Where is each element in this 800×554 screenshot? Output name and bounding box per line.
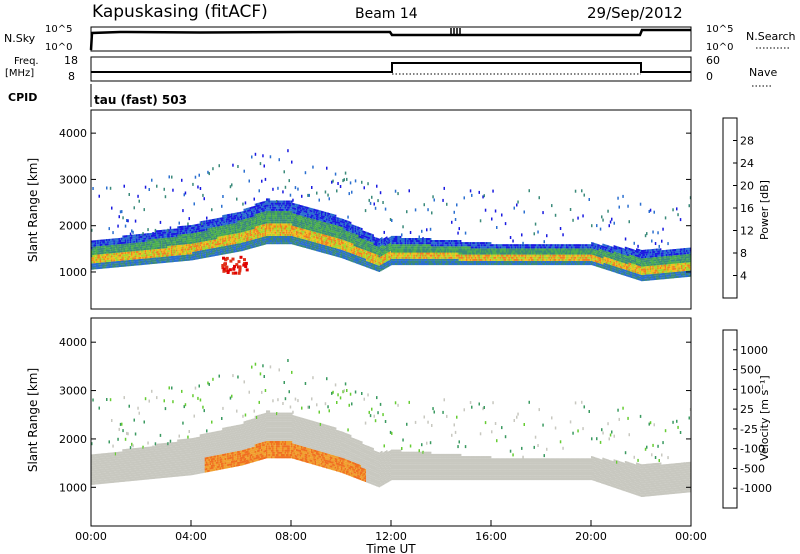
velocity-ytick-label: 2000 <box>59 433 87 446</box>
station-title: Kapuskasing (fitACF) <box>92 2 268 22</box>
noise-panel-frame <box>90 26 692 52</box>
velocity-backscatter <box>91 359 692 497</box>
velocity-colorbar: 1000 500 100 25 -25 -100 -500 -1000 <box>722 329 772 509</box>
velocity-colorbar-tick-label: -100 <box>740 443 765 456</box>
freq-tick-low: 8 <box>68 70 75 83</box>
xtick-label: 00:00 <box>675 530 707 543</box>
freq-tick-high: 18 <box>64 54 78 67</box>
xtick-label: 00:00 <box>75 530 107 543</box>
velocity-colorbar-tick-label: -500 <box>740 462 765 475</box>
xtick-label: 12:00 <box>375 530 407 543</box>
power-panel: Slant Range [km] 1000 2000 3000 4000 <box>26 109 692 310</box>
nave-tick-low: 0 <box>706 70 713 83</box>
power-colorbar-tick-label: 8 <box>740 247 747 260</box>
power-ytick-label: 3000 <box>59 173 87 186</box>
x-axis-label: Time UT <box>365 542 416 554</box>
power-backscatter <box>91 149 692 282</box>
velocity-colorbar-tick-label: -1000 <box>740 482 772 495</box>
freq-unit: [MHz] <box>5 68 34 79</box>
power-colorbar-tick-label: 4 <box>740 270 747 283</box>
velocity-ytick-label: 3000 <box>59 385 87 398</box>
power-ytick-label: 4000 <box>59 127 87 140</box>
power-colorbar-label: Power [dB] <box>758 180 771 240</box>
xtick-label: 08:00 <box>275 530 307 543</box>
power-colorbar-tick-label: 20 <box>740 180 754 193</box>
velocity-colorbar-label: Velocity [m s⁻¹] <box>758 375 771 460</box>
nsearch-series <box>450 28 461 34</box>
velocity-ytick-label: 4000 <box>59 336 87 349</box>
cpid-label: CPID <box>8 91 37 104</box>
frequency-panel-frame <box>90 56 692 82</box>
velocity-ylabel: Slant Range [km] <box>26 368 40 472</box>
cpid-text: tau (fast) 503 <box>94 93 187 107</box>
xtick-label: 20:00 <box>575 530 607 543</box>
nave-tick-high: 60 <box>706 54 720 67</box>
freq-series <box>91 62 691 73</box>
power-colorbar-tick-label: 16 <box>740 202 754 215</box>
nsky-tick-low: 10^0 <box>45 42 72 53</box>
nsearch-tick-high: 10^5 <box>706 24 733 35</box>
power-ylabel: Slant Range [km] <box>26 158 40 262</box>
nave-label: Nave <box>749 66 777 79</box>
velocity-colorbar-tick-label: 500 <box>740 364 761 377</box>
power-panel-frame <box>90 109 692 310</box>
date-label: 29/Sep/2012 <box>587 4 683 22</box>
velocity-panel: Slant Range [km] 1000 2000 3000 4000 00:00 0… <box>26 317 707 554</box>
velocity-ytick-label: 1000 <box>59 481 87 494</box>
nsky-tick-high: 10^5 <box>45 24 72 35</box>
power-ytick-label: 1000 <box>59 266 87 279</box>
beam-label: Beam 14 <box>355 6 418 22</box>
power-colorbar: 28 24 20 16 12 8 4 <box>722 117 754 299</box>
xtick-label: 16:00 <box>475 530 507 543</box>
velocity-colorbar-tick-label: 1000 <box>740 344 768 357</box>
nsearch-tick-low: 10^0 <box>706 42 733 53</box>
power-colorbar-tick-label: 28 <box>740 135 754 148</box>
power-ytick-label: 2000 <box>59 220 87 233</box>
velocity-panel-frame <box>90 317 692 527</box>
power-colorbar-tick-label: 12 <box>740 225 754 238</box>
velocity-colorbar-tick-label: 100 <box>740 383 761 396</box>
nsearch-label: N.Search <box>746 30 796 43</box>
nsky-series <box>89 28 691 51</box>
power-colorbar-tick-label: 24 <box>740 157 754 170</box>
xtick-label: 04:00 <box>175 530 207 543</box>
freq-label: Freq. <box>14 56 39 67</box>
nsky-label: N.Sky <box>4 32 36 45</box>
velocity-colorbar-tick-label: -25 <box>740 423 758 436</box>
velocity-colorbar-tick-label: 25 <box>740 403 754 416</box>
